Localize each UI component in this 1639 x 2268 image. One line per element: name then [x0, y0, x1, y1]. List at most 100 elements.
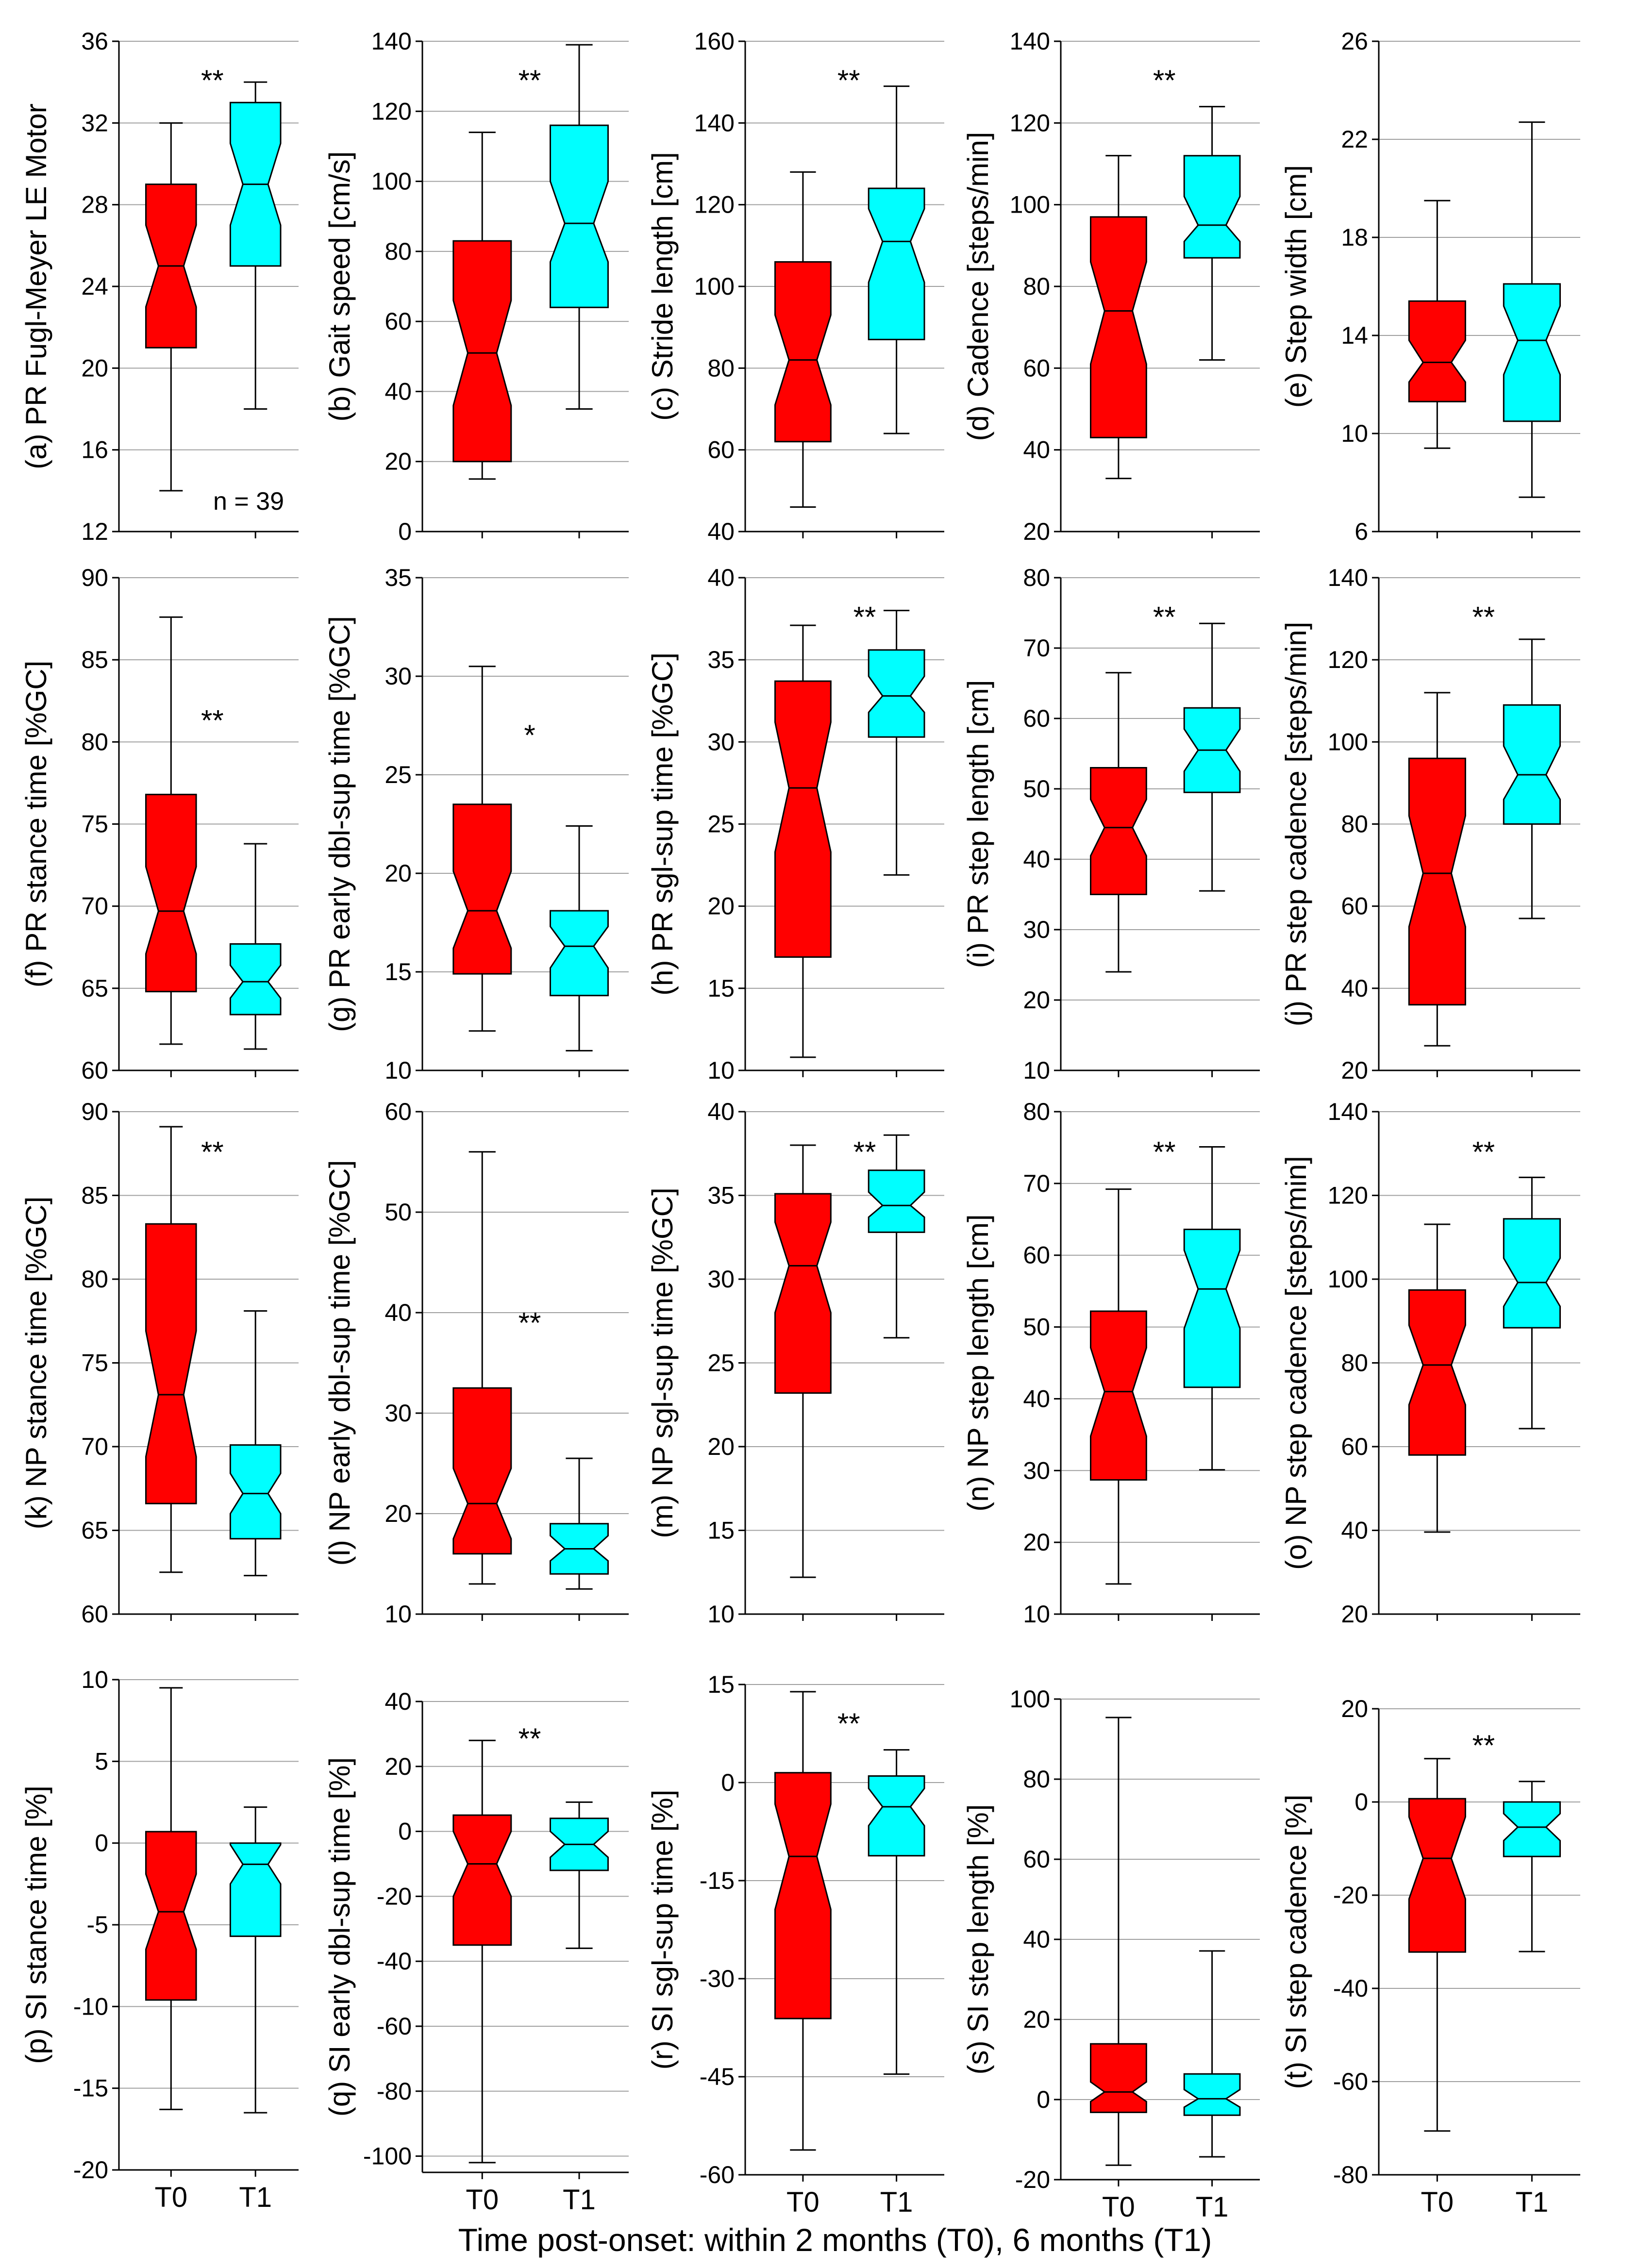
y-tick-label: 36	[81, 28, 108, 55]
y-tick-label: 0	[1037, 2086, 1050, 2113]
x-tick-label: T1	[1516, 2186, 1549, 2218]
box-T1	[229, 81, 282, 410]
y-tick-label: 20	[1023, 518, 1050, 545]
y-tick-label: 15	[707, 1517, 735, 1544]
panel-j: 20 40 60 80 100 120 140 (j) PR step cadence [st…	[1280, 564, 1580, 1084]
box-T0	[774, 624, 832, 1058]
notched-box	[868, 649, 925, 738]
y-tick-label: 40	[1341, 1517, 1368, 1544]
y-tick-label: 140	[1010, 28, 1050, 55]
y-tick-label: 40	[1023, 436, 1050, 464]
y-tick-label: -40	[377, 1948, 412, 1975]
y-tick-label: 70	[81, 893, 108, 920]
y-tick-label: -60	[1333, 2068, 1368, 2095]
y-tick-label: 20	[1023, 1529, 1050, 1556]
y-tick-label: 60	[1023, 1846, 1050, 1873]
y-tick-label: -20	[73, 2156, 108, 2184]
x-tick-label: T0	[154, 2182, 187, 2213]
box-T1	[550, 825, 609, 1051]
notched-box	[1090, 767, 1147, 895]
box-T0	[774, 1144, 832, 1578]
y-tick-label: 20	[707, 1433, 735, 1460]
y-tick-label: 80	[1023, 564, 1050, 591]
y-tick-label: 85	[81, 646, 108, 673]
y-tick-label: 80	[385, 238, 412, 265]
y-tick-label: 80	[1023, 273, 1050, 300]
notched-box	[868, 187, 925, 340]
panel-r: -60 -45 -30 -15 0 15 (r) SI sgl-sup time [%] T0…	[646, 1671, 944, 2218]
box-T0	[1090, 155, 1147, 480]
y-tick-label: 40	[707, 1098, 735, 1125]
notched-box	[1183, 2073, 1241, 2116]
y-tick-label: -30	[700, 1965, 735, 1992]
notched-box	[145, 794, 197, 993]
sample-size-note: n = 39	[213, 487, 284, 516]
y-tick-label: 30	[1023, 1457, 1050, 1484]
box-T0	[1090, 672, 1147, 973]
y-tick-label: 60	[1341, 1433, 1368, 1460]
y-axis-label: (f) PR stance time [%GC]	[20, 661, 52, 987]
box-T1	[550, 44, 609, 410]
notched-box	[1503, 1218, 1561, 1329]
notched-box	[550, 910, 609, 997]
box-T0	[452, 132, 512, 480]
y-tick-label: 22	[1341, 126, 1368, 153]
y-tick-label: 100	[1328, 1266, 1368, 1293]
y-axis-label: (j) PR step cadence [steps/min]	[1280, 622, 1312, 1027]
y-tick-label: 30	[707, 1266, 735, 1293]
significance-marker: **	[201, 64, 224, 97]
box-T0	[1090, 1717, 1147, 2166]
y-tick-label: 60	[81, 1057, 108, 1084]
notched-box	[229, 1444, 282, 1540]
y-tick-label: 10	[385, 1601, 412, 1628]
panel-g: 10 15 20 25 30 35 (g) PR early dbl-sup time [%…	[323, 564, 629, 1084]
significance-marker: **	[518, 1306, 541, 1339]
y-axis-label: (i) PR step length [cm]	[962, 680, 994, 968]
panel-h: 10 15 20 25 30 35 40 (h) PR sgl-sup time [%GC] *…	[646, 564, 944, 1084]
y-tick-label: 40	[1023, 1385, 1050, 1412]
panel-s: -20 0 20 40 60 80 100 (s) SI step length [%] T0 T…	[962, 1685, 1260, 2223]
notched-box	[145, 1831, 197, 2001]
significance-marker: **	[837, 64, 860, 97]
box-T1	[229, 1806, 282, 2114]
box-T1	[868, 1749, 925, 2075]
significance-marker: *	[524, 719, 535, 751]
y-axis-label: (p) SI stance time [%]	[20, 1785, 52, 2064]
box-T1	[1503, 638, 1561, 919]
y-tick-label: 18	[1341, 224, 1368, 251]
y-tick-label: -80	[1333, 2161, 1368, 2188]
y-tick-label: 30	[1023, 916, 1050, 943]
y-tick-label: 65	[81, 1517, 108, 1544]
notched-box	[1408, 300, 1466, 402]
significance-marker: **	[853, 1136, 876, 1168]
y-tick-label: 60	[385, 1098, 412, 1125]
box-T0	[1408, 1223, 1466, 1533]
y-tick-label: 5	[95, 1748, 108, 1775]
y-tick-label: 100	[1328, 728, 1368, 755]
y-tick-label: 20	[385, 1500, 412, 1527]
panel-n: 10 20 30 40 50 60 70 80 (n) NP step length [cm] *…	[962, 1098, 1260, 1628]
y-tick-label: 100	[371, 168, 412, 195]
x-tick-label: T0	[1102, 2191, 1135, 2223]
notched-box	[868, 1775, 925, 1857]
y-tick-label: 75	[81, 811, 108, 838]
y-axis-label: (d) Cadence [steps/min]	[962, 132, 994, 441]
box-T0	[1408, 200, 1466, 449]
notched-box	[1503, 283, 1561, 422]
notched-box	[452, 1387, 512, 1555]
box-T1	[1503, 1781, 1561, 1952]
significance-marker: **	[1153, 64, 1176, 97]
y-axis-label: (b) Gait speed [cm/s]	[323, 151, 356, 422]
box-T0	[145, 1126, 197, 1573]
y-tick-label: -20	[1015, 2166, 1050, 2193]
box-T1	[1183, 1146, 1241, 1471]
notched-box	[1090, 1310, 1147, 1481]
y-tick-label: -20	[377, 1883, 412, 1910]
notched-box	[1408, 1289, 1466, 1456]
x-tick-label: T1	[880, 2186, 913, 2218]
x-tick-label: T1	[563, 2184, 596, 2216]
notched-box	[774, 261, 832, 443]
y-tick-label: 10	[707, 1601, 735, 1628]
y-tick-label: -15	[73, 2075, 108, 2102]
y-tick-label: 0	[1355, 1788, 1368, 1816]
